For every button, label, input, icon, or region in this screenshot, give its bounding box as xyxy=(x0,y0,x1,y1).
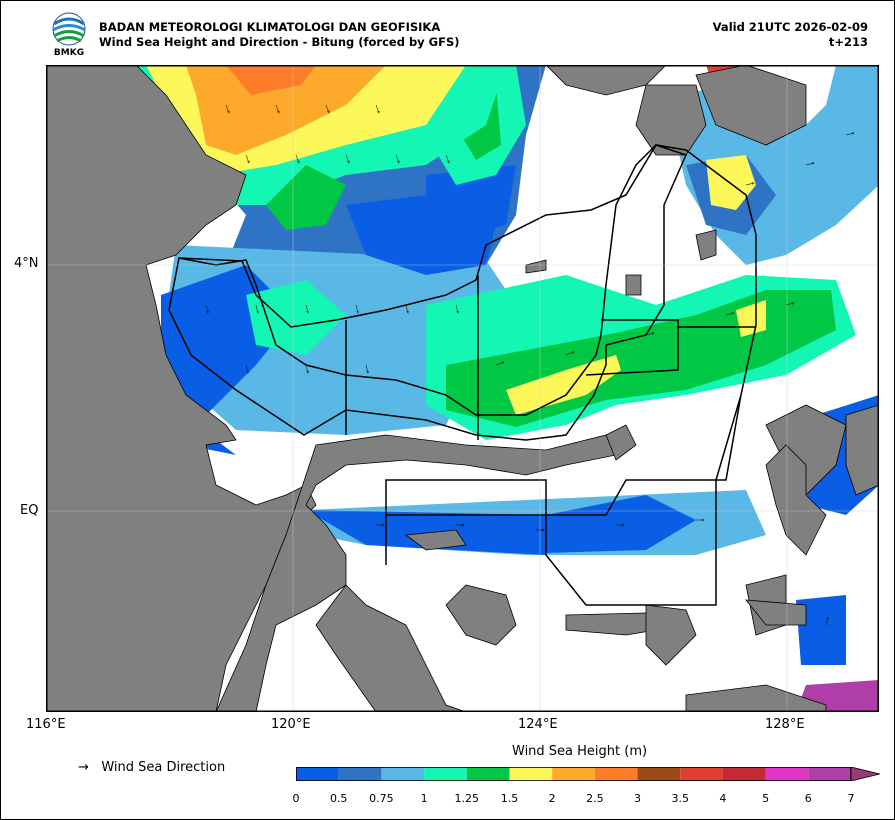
colorbar-tick-label: 0.5 xyxy=(329,792,348,805)
map-border xyxy=(46,65,879,712)
lon-label-128e: 128°E xyxy=(765,717,805,732)
colorbar-segment xyxy=(808,767,851,781)
colorbar-segment xyxy=(594,767,638,781)
header-left: BADAN METEOROLOGI KLIMATOLOGI DAN GEOFIS… xyxy=(99,20,460,50)
colorbar-extend-arrow xyxy=(850,767,880,781)
colorbar-segment xyxy=(296,767,339,781)
colorbar-tick-label: 1.5 xyxy=(500,792,519,805)
colorbar-segment xyxy=(466,767,510,781)
colorbar-tick-label: 1.25 xyxy=(454,792,480,805)
lon-label-124e: 124°E xyxy=(518,717,558,732)
colorbar-tick-label: 2 xyxy=(548,792,556,805)
forecast-area-boundaries xyxy=(168,144,757,606)
colorbar-segment xyxy=(424,767,467,781)
direction-legend: → Wind Sea Direction xyxy=(78,760,225,775)
colorbar-tick-label: 1 xyxy=(420,792,428,805)
colorbar-tick-label: 0 xyxy=(292,792,300,805)
colorbar-segment xyxy=(381,767,425,781)
land xyxy=(46,65,879,712)
bmkg-logo: BMKG xyxy=(52,12,86,56)
colorbar-outline xyxy=(296,767,852,781)
colorbar-tick-label: 7 xyxy=(847,792,855,805)
colorbar-tick-label: 6 xyxy=(804,792,812,805)
map-subtitle: Wind Sea Height and Direction - Bitung (… xyxy=(99,35,460,49)
wind-direction-arrows xyxy=(205,104,855,626)
colorbar-segment xyxy=(552,767,595,781)
colorbar-title: Wind Sea Height (m) xyxy=(512,744,648,759)
lat-label-4n: 4°N xyxy=(14,256,39,271)
colorbar-tick-label: 3 xyxy=(634,792,642,805)
wave-map xyxy=(46,65,879,712)
lat-label-eq: EQ xyxy=(20,503,39,518)
colorbar-segment xyxy=(509,767,553,781)
valid-time: Valid 21UTC 2026-02-09 xyxy=(712,20,868,34)
arrow-icon: → xyxy=(78,760,89,775)
colorbar-segment xyxy=(338,767,382,781)
colorbar-segment xyxy=(765,767,809,781)
lon-label-116e: 116°E xyxy=(26,717,66,732)
colorbar-tick-label: 5 xyxy=(762,792,770,805)
colorbar-tick-label: 0.75 xyxy=(369,792,394,805)
lon-label-120e: 120°E xyxy=(271,717,311,732)
header-right: Valid 21UTC 2026-02-09 t+213 xyxy=(713,20,868,50)
wave-field xyxy=(131,65,879,712)
colorbar-tick-label: 4 xyxy=(719,792,727,805)
colorbar-segment xyxy=(637,767,681,781)
direction-legend-label: Wind Sea Direction xyxy=(101,760,226,775)
agency-name: BADAN METEOROLOGI KLIMATOLOGI DAN GEOFIS… xyxy=(99,20,441,34)
colorbar-tick-label: 3.5 xyxy=(671,792,689,805)
colorbar-segment xyxy=(722,767,766,781)
colorbar-segment xyxy=(680,767,723,781)
colorbar xyxy=(296,767,880,781)
graticule xyxy=(46,65,879,712)
logo-text: BMKG xyxy=(54,48,84,56)
colorbar-tick-label: 2.5 xyxy=(586,792,604,805)
lead-time: t+213 xyxy=(828,35,868,49)
